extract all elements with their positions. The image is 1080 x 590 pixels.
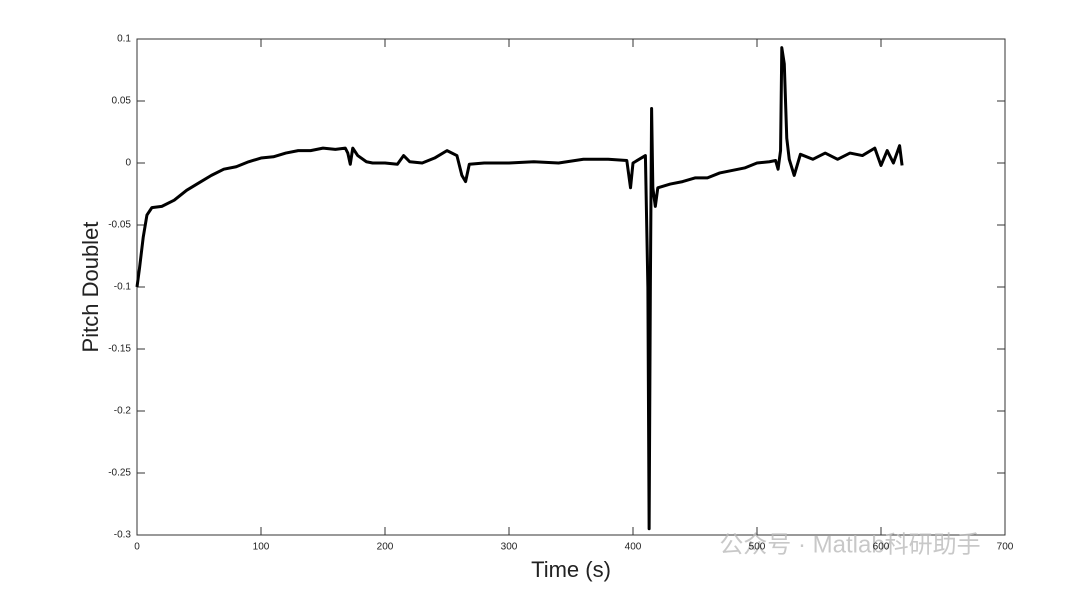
y-tick-label: -0.2 (114, 406, 132, 417)
x-tick-label: 200 (377, 542, 394, 553)
y-tick-label: -0.1 (114, 282, 132, 293)
x-tick-label: 100 (253, 542, 270, 553)
x-tick-label: 400 (625, 542, 642, 553)
y-tick-label: -0.3 (114, 530, 132, 541)
data-line (135, 46, 904, 531)
plot-box (136, 38, 1006, 536)
x-tick-label: 0 (134, 542, 140, 553)
y-tick-label: -0.15 (108, 344, 131, 355)
x-tick-label: 600 (873, 542, 890, 553)
y-tick-label: 0.05 (112, 96, 132, 107)
x-tick-label: 700 (997, 542, 1014, 553)
x-tick-label: 300 (501, 542, 518, 553)
y-tick-label: 0.1 (117, 34, 131, 45)
watermark: 公众号 · Matlab科研助手 (719, 531, 980, 558)
y-tick-label: -0.05 (108, 220, 131, 231)
y-tick-label: -0.25 (108, 468, 131, 479)
x-tick-label: 500 (749, 542, 766, 553)
y-axis-label: Pitch Doublet (78, 222, 103, 353)
y-tick-label: 0 (125, 158, 131, 169)
x-axis-label: Time (s) (531, 557, 611, 582)
